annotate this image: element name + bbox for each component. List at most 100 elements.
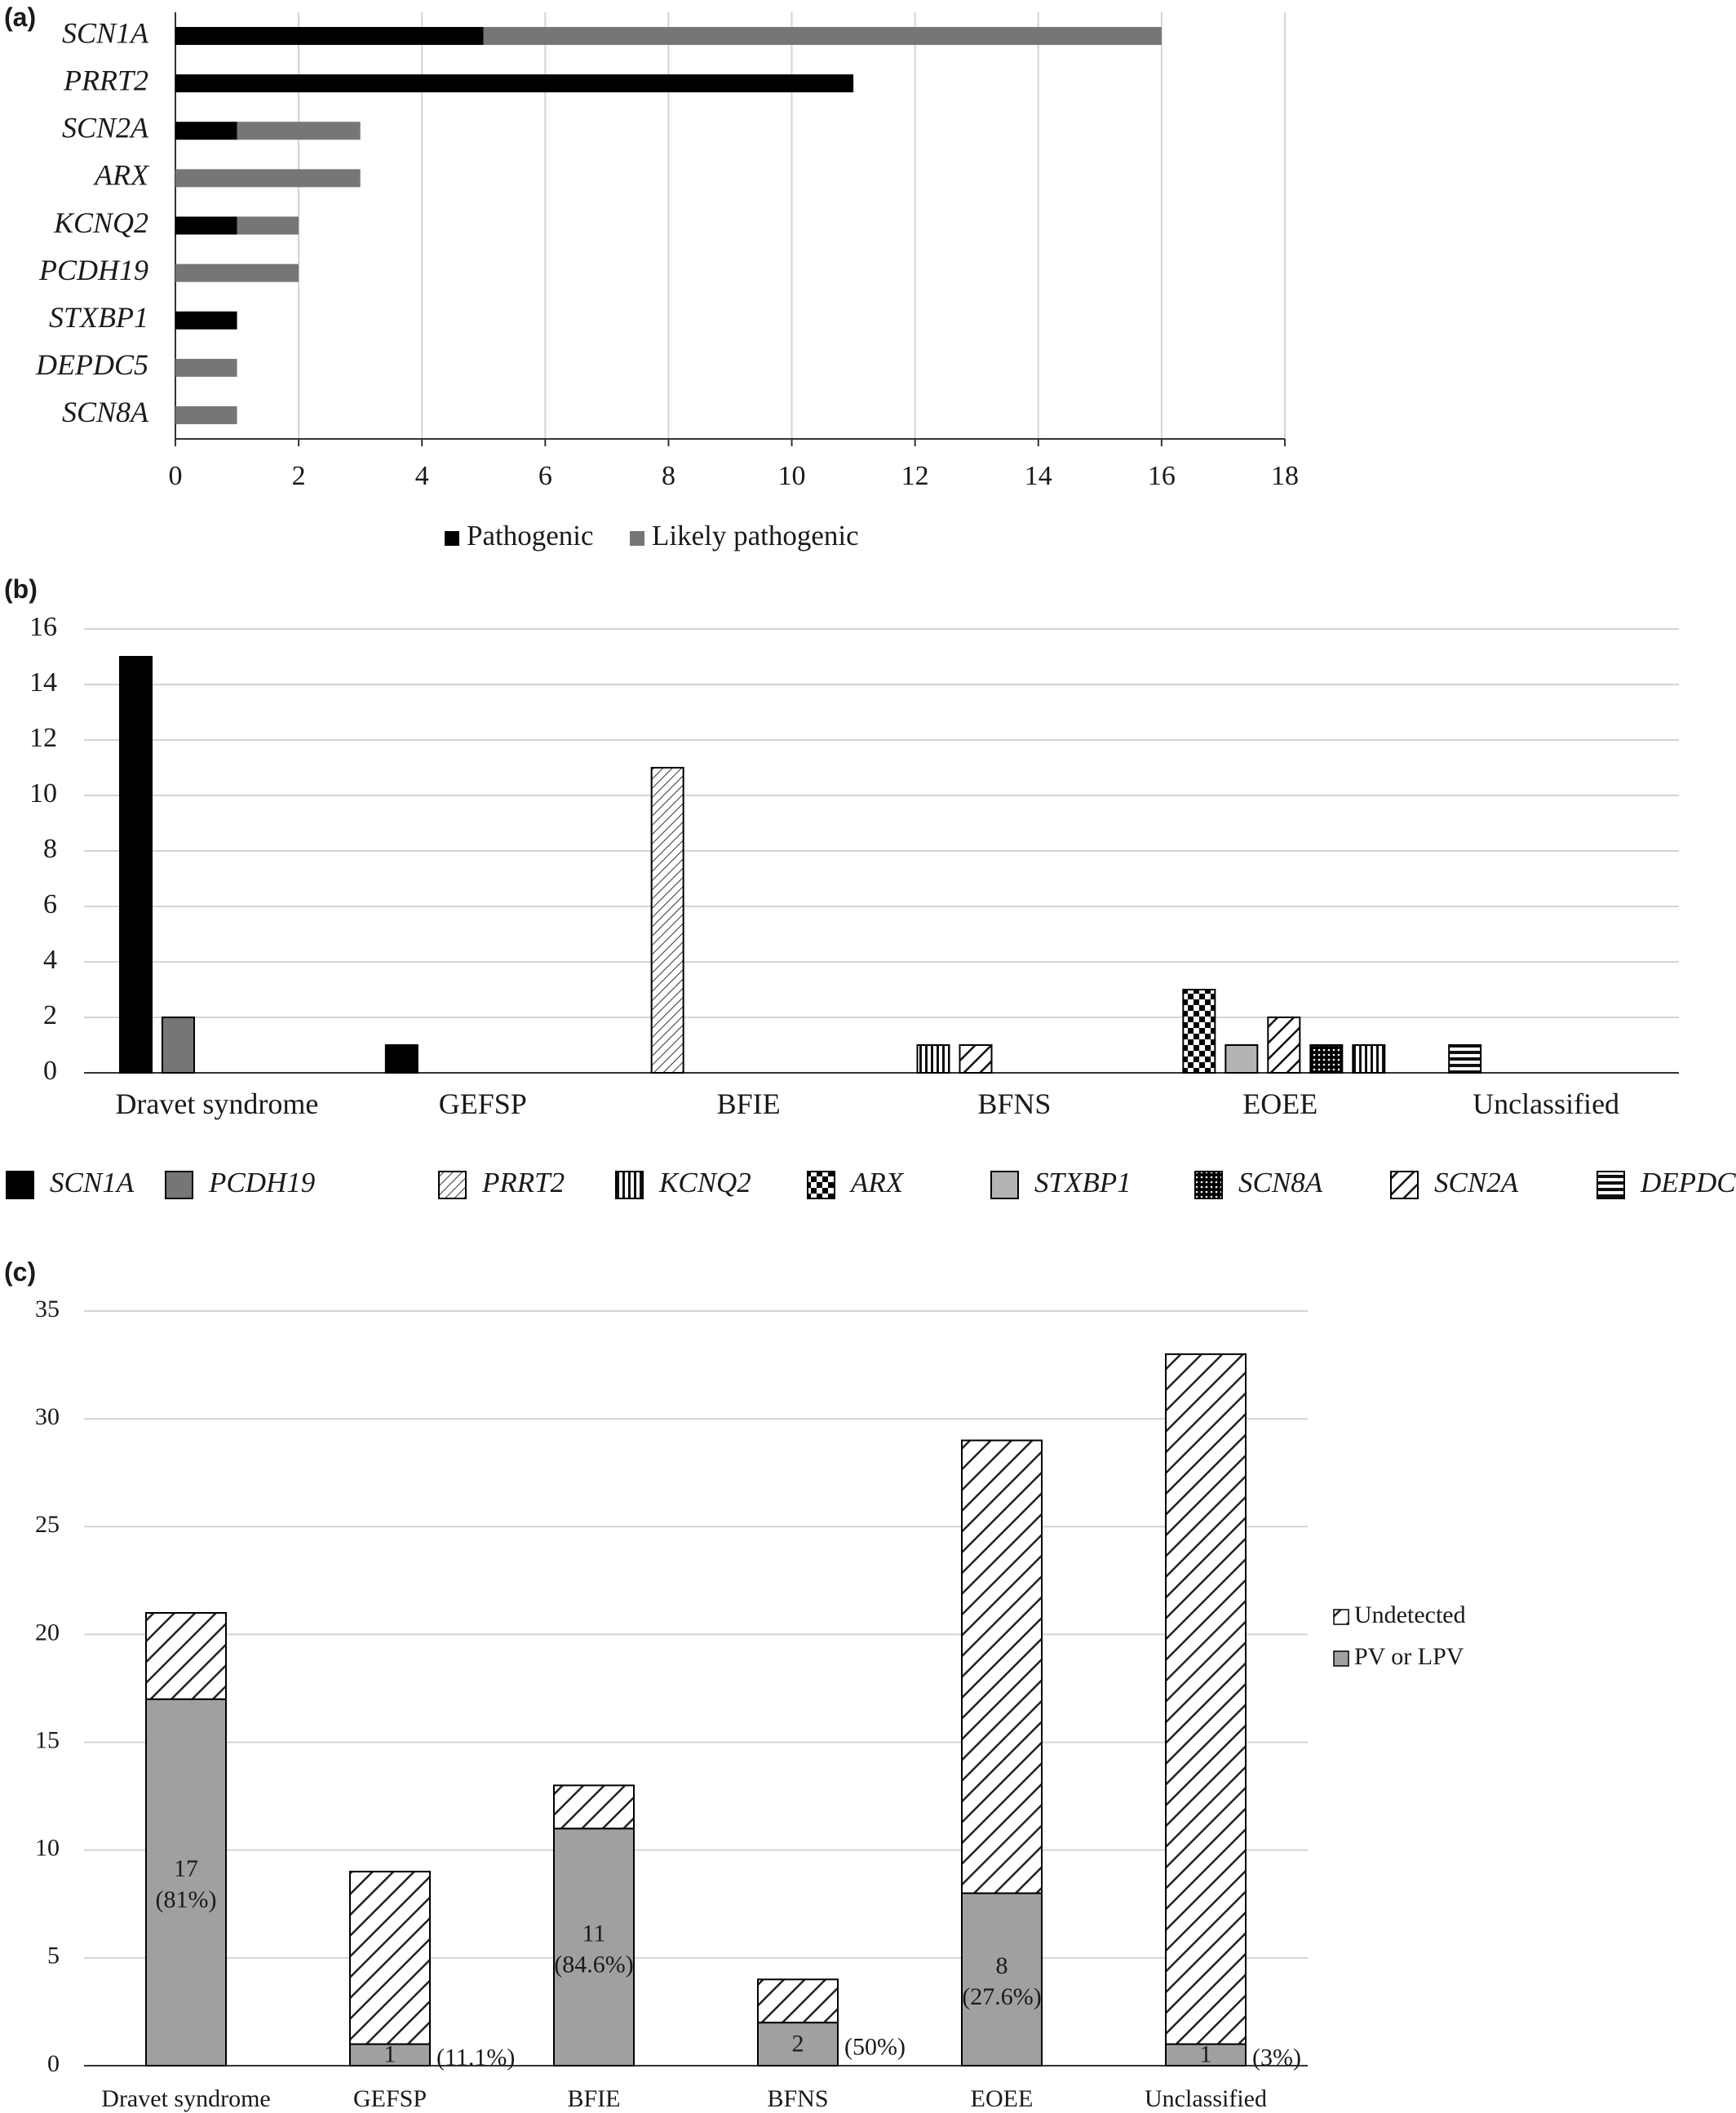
data-label-count: 8 — [996, 1952, 1008, 1979]
data-label-count: 11 — [582, 1920, 606, 1947]
panel-label-a: (a) — [4, 2, 36, 32]
bar-segment — [175, 74, 854, 93]
data-label-count: 17 — [174, 1855, 198, 1882]
legend-swatch — [630, 531, 644, 546]
data-label-percent: (11.1%) — [436, 2044, 515, 2071]
y-tick-label: 30 — [35, 1403, 60, 1430]
bar-segment — [1165, 1353, 1247, 2045]
y-tick-label: SCN8A — [62, 396, 149, 428]
bar — [959, 1044, 993, 1074]
x-tick-label: 8 — [662, 461, 675, 491]
bar-segment — [175, 216, 237, 235]
x-tick-label: 14 — [1025, 461, 1052, 491]
bar — [1182, 989, 1216, 1074]
bar-segment — [175, 169, 361, 188]
bar-segment — [237, 122, 361, 140]
legend-swatch — [165, 1171, 193, 1199]
bar-segment — [553, 1827, 635, 2066]
y-tick-label: 6 — [43, 889, 57, 919]
data-label-percent: (3%) — [1252, 2044, 1301, 2071]
bar — [650, 767, 684, 1074]
y-tick-label: STXBP1 — [49, 301, 148, 334]
legend-label: ARX — [849, 1167, 905, 1198]
x-tick-label: 10 — [778, 461, 806, 491]
x-tick-label: 16 — [1148, 461, 1176, 491]
y-tick-label: 10 — [35, 1835, 60, 1862]
legend-label: STXBP1 — [1034, 1167, 1132, 1198]
panel-c: (c) 0 5 10 15 20 25 30 35 Dravet syndrome 17 (81%) G… — [4, 1257, 1466, 2112]
y-tick-label: 15 — [35, 1726, 60, 1753]
x-tick-label: 12 — [901, 461, 929, 491]
legend-label: PV or LPV — [1354, 1643, 1464, 1670]
panel-label-c: (c) — [4, 1257, 36, 1287]
data-label-count: 1 — [1200, 2041, 1212, 2068]
bar — [1352, 1044, 1386, 1074]
bar-segment — [349, 1871, 431, 2045]
legend-swatch — [990, 1171, 1019, 1199]
y-tick-label: 0 — [43, 1056, 57, 1086]
y-tick-label: 16 — [29, 612, 57, 642]
panel-b: (b) 0 2 4 6 8 10 12 14 16 Dravet syndrome GEFSP BFIE… — [4, 574, 1736, 1199]
bar — [1309, 1044, 1344, 1074]
y-tick-label: SCN2A — [62, 112, 149, 144]
bar — [1267, 1017, 1301, 1074]
y-tick-label: KCNQ2 — [53, 206, 148, 239]
x-tick-label: EOEE — [1242, 1088, 1318, 1120]
y-tick-label: PCDH19 — [38, 254, 148, 286]
bar-segment — [175, 264, 299, 282]
legend-label: DEPDC5 — [1640, 1167, 1736, 1198]
legend-label: SCN1A — [50, 1167, 135, 1198]
y-tick-label: 2 — [43, 1000, 57, 1030]
y-tick-label: 8 — [43, 834, 57, 864]
data-label-percent: (50%) — [844, 2033, 906, 2060]
bar-segment — [175, 311, 237, 330]
bar-segment — [961, 1892, 1043, 2067]
legend-label: Likely pathogenic — [652, 520, 859, 552]
y-tick-label: PRRT2 — [63, 64, 148, 96]
legend-label: SCN2A — [1434, 1167, 1519, 1198]
panel-a: (a) 0 2 4 6 8 10 12 14 16 18 SCN1A PRRT2 SCN2A ARX KCNQ… — [4, 2, 1299, 552]
x-tick-label: Unclassified — [1145, 2085, 1267, 2112]
x-tick-label: EOEE — [971, 2085, 1034, 2112]
bar-segment — [237, 216, 299, 235]
bar — [162, 1017, 195, 1074]
bar — [384, 1044, 418, 1074]
bar-segment — [175, 405, 237, 424]
bar-segment — [757, 2022, 839, 2066]
panel-label-b: (b) — [4, 574, 38, 604]
legend-label: Pathogenic — [467, 520, 594, 552]
x-tick-label: 4 — [415, 461, 429, 491]
x-tick-label: Dravet syndrome — [115, 1088, 318, 1120]
legend-swatch — [1596, 1171, 1625, 1199]
y-tick-label: 14 — [29, 667, 57, 698]
y-tick-label: SCN1A — [62, 16, 149, 49]
data-label-percent: (27.6%) — [962, 1983, 1041, 2010]
legend-label: Undetected — [1354, 1601, 1466, 1628]
x-tick-label: 2 — [292, 461, 306, 491]
legend-swatch — [807, 1171, 835, 1199]
bar-segment — [961, 1439, 1043, 1894]
bar — [1448, 1044, 1482, 1074]
bar-segment — [175, 27, 484, 46]
y-tick-label: 0 — [47, 2050, 60, 2077]
legend-swatch — [6, 1171, 34, 1199]
legend-label: PRRT2 — [481, 1167, 565, 1198]
y-tick-label: 10 — [29, 778, 57, 808]
legend-swatch — [445, 531, 459, 546]
legend-swatch — [1333, 1609, 1349, 1625]
y-tick-label: DEPDC5 — [35, 348, 148, 381]
y-tick-label: 25 — [35, 1511, 60, 1538]
data-label-percent: (84.6%) — [554, 1951, 633, 1978]
legend-label: SCN8A — [1238, 1167, 1323, 1198]
x-tick-label: GEFSP — [353, 2085, 427, 2112]
data-label-count: 2 — [792, 2030, 804, 2057]
legend-swatch — [438, 1171, 467, 1199]
legend-swatch — [1390, 1171, 1419, 1199]
legend-swatch — [1194, 1171, 1223, 1199]
legend-swatch — [1333, 1650, 1349, 1667]
bar-segment — [145, 1698, 227, 2067]
x-tick-label: GEFSP — [439, 1088, 527, 1120]
legend-label: KCNQ2 — [658, 1167, 751, 1198]
legend-swatch — [615, 1171, 644, 1199]
